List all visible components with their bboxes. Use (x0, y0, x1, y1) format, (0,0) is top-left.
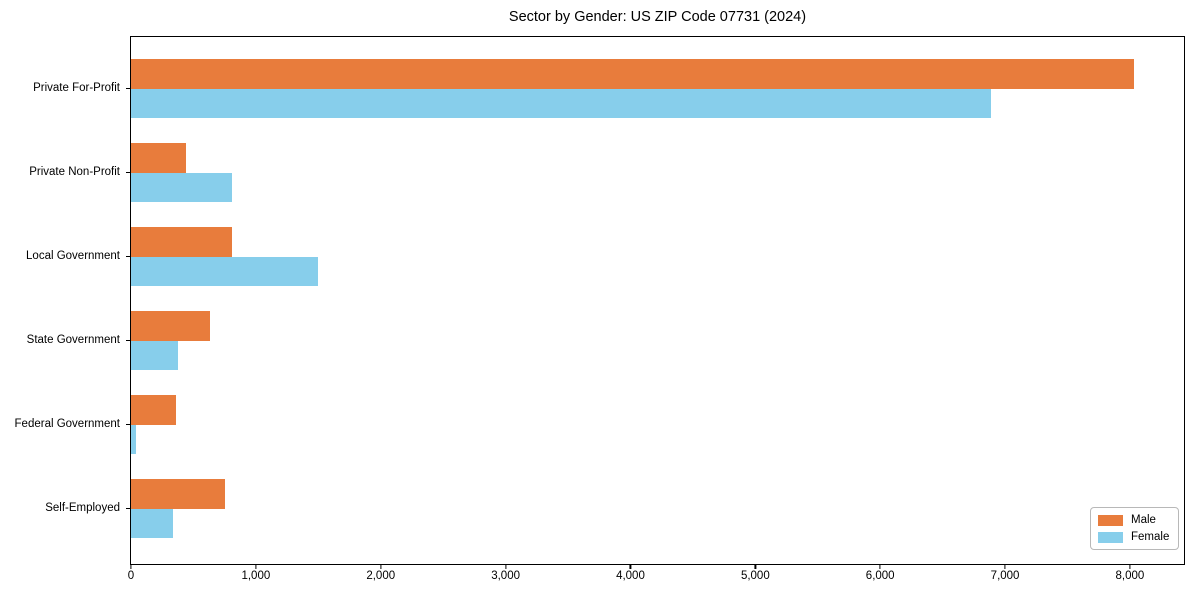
x-tick-label-1000: 1,000 (241, 570, 271, 582)
legend-swatch-male-icon (1098, 514, 1123, 526)
y-label-federal-government: Federal Government (14, 417, 120, 430)
legend: Male Female (1090, 507, 1179, 550)
y-tick-local-government (126, 255, 130, 257)
y-tick-private-for-profit (126, 87, 130, 89)
legend-item-male: Male (1098, 514, 1171, 526)
bar-male-self-employed (131, 479, 225, 509)
y-tick-self-employed (126, 507, 130, 509)
x-tick-4000 (629, 564, 632, 569)
x-tick-6000 (879, 564, 881, 569)
x-tick-2000 (380, 564, 382, 569)
y-label-local-government: Local Government (26, 249, 120, 262)
y-tick-private-non-profit (126, 171, 130, 173)
x-tick-7000 (1004, 564, 1006, 569)
x-tick-5000 (754, 564, 756, 569)
x-tick-label-8000: 8,000 (1115, 570, 1145, 582)
x-tick-label-7000: 7,000 (990, 570, 1020, 582)
bar-male-state-government (131, 311, 210, 341)
legend-item-female: Female (1098, 531, 1171, 543)
bar-male-local-government (131, 227, 233, 257)
y-label-self-employed: Self-Employed (45, 501, 120, 514)
y-label-private-for-profit: Private For-Profit (33, 81, 120, 94)
bar-female-state-government (131, 340, 179, 371)
x-tick-1000 (255, 564, 257, 569)
x-tick-label-5000: 5,000 (740, 570, 770, 582)
chart-title: Sector by Gender: US ZIP Code 07731 (202… (508, 9, 807, 25)
x-tick-3000 (505, 564, 507, 569)
bar-female-self-employed (131, 508, 174, 539)
legend-swatch-female-icon (1098, 531, 1123, 543)
x-tick-8000 (1129, 564, 1131, 569)
bar-female-local-government (131, 256, 319, 287)
y-tick-state-government (126, 339, 130, 341)
y-label-private-non-profit: Private Non-Profit (29, 165, 120, 178)
y-label-state-government: State Government (26, 333, 120, 346)
plot-area: 0 1,000 2,000 3,000 4,000 5,000 6,000 7,000 8,00… (128, 36, 1185, 582)
legend-label-male: Male (1131, 514, 1156, 526)
x-tick-label-4000: 4,000 (616, 570, 645, 582)
x-tick-label-0: 0 (127, 570, 135, 582)
y-tick-federal-government (126, 423, 130, 425)
x-tick-label-3000: 3,000 (491, 570, 520, 582)
bar-female-private-non-profit (131, 172, 232, 203)
x-tick-label-2000: 2,000 (366, 570, 396, 582)
bar-female-federal-government (131, 424, 136, 455)
bar-male-private-for-profit (131, 59, 1134, 89)
bar-female-private-for-profit (131, 88, 992, 119)
bar-male-private-non-profit (131, 143, 186, 173)
x-tick-label-6000: 6,000 (865, 570, 895, 582)
legend-label-female: Female (1131, 531, 1170, 543)
x-tick-0 (130, 564, 132, 569)
bar-male-federal-government (131, 395, 176, 425)
